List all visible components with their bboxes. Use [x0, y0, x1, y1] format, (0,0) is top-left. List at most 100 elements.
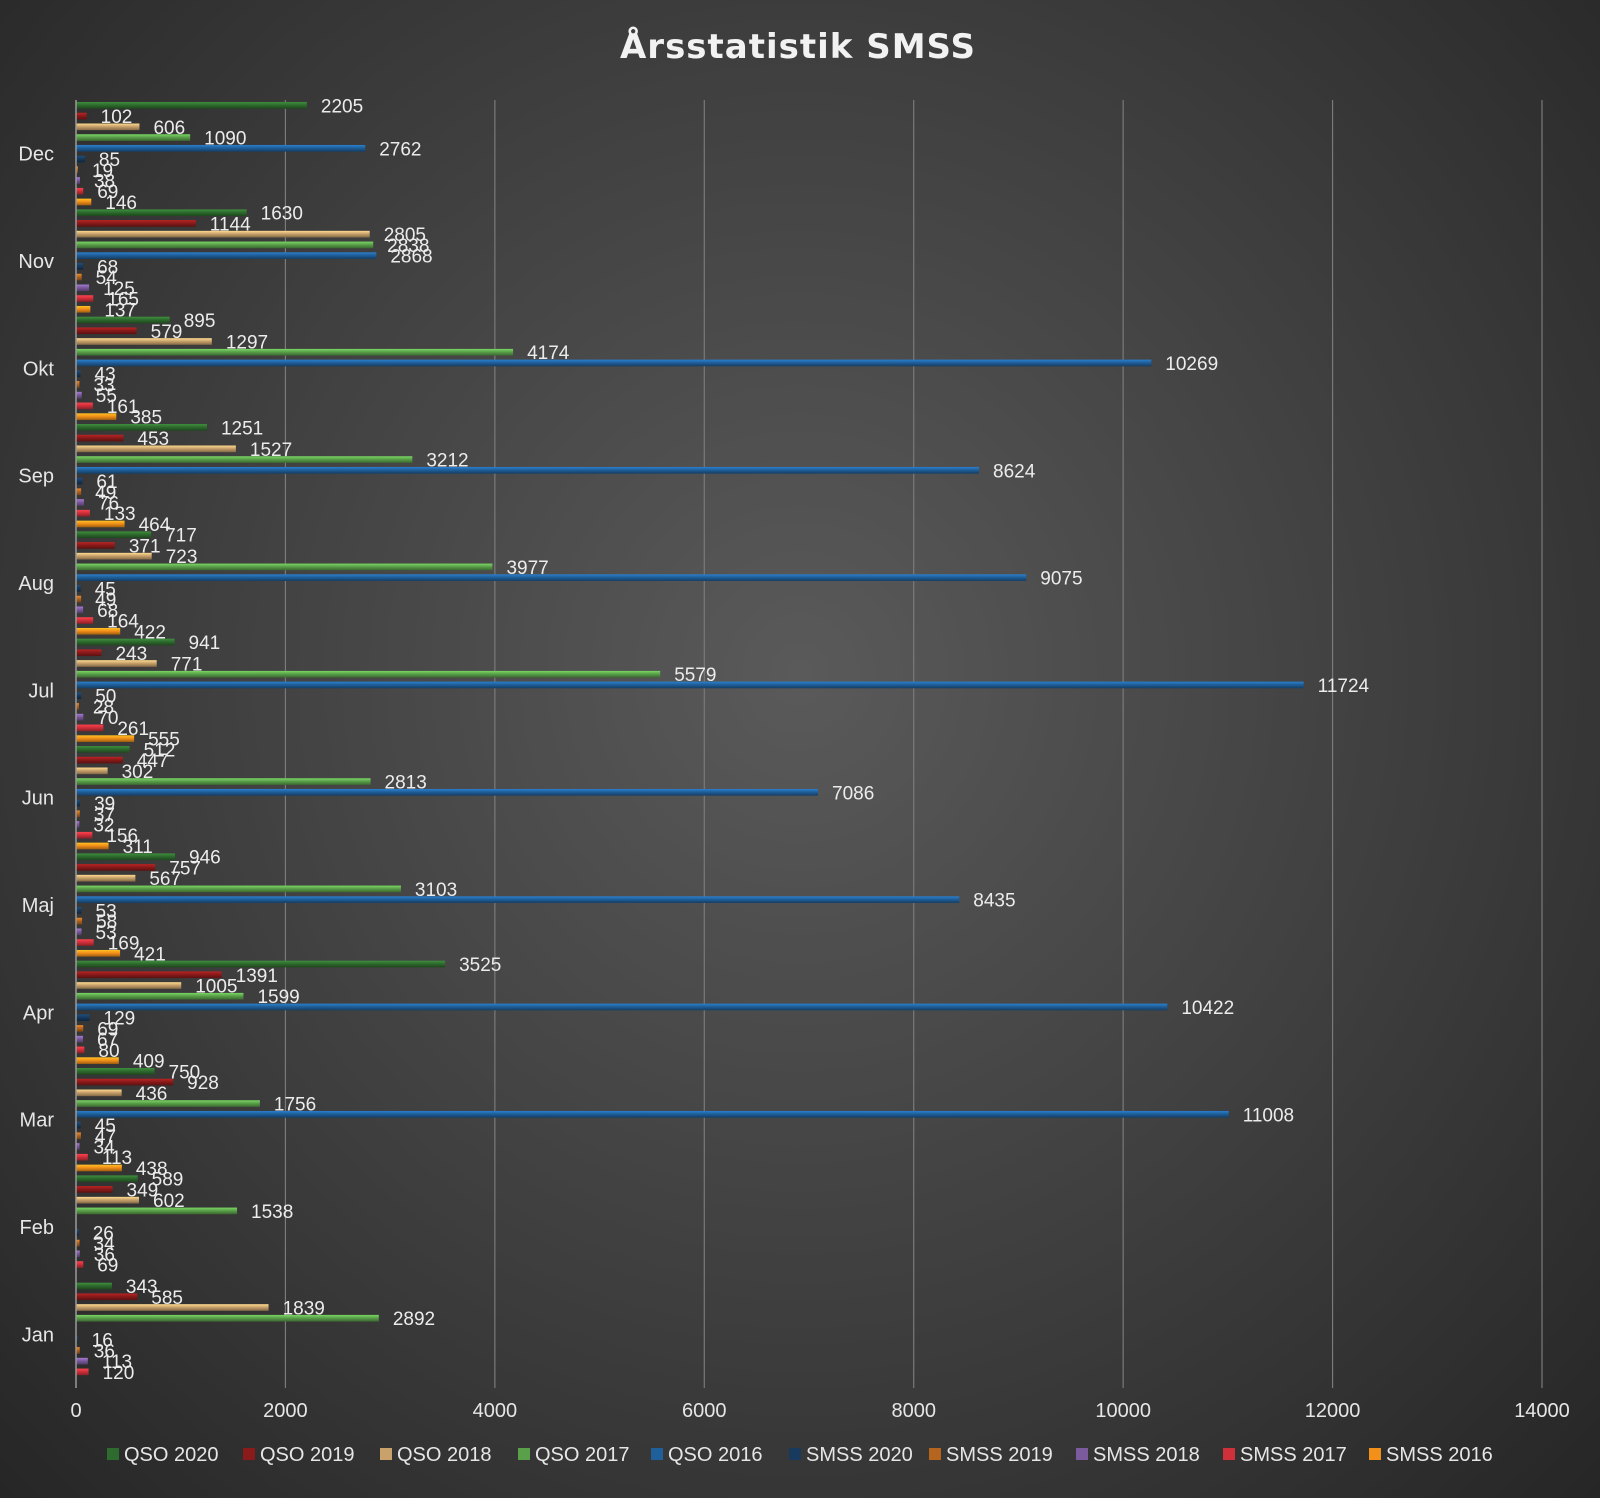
data-label: 3212 [426, 451, 468, 472]
bar [76, 1110, 1229, 1118]
data-label: 438 [136, 1159, 168, 1180]
category-label: Okt [23, 358, 55, 380]
x-tick-label: 6000 [682, 1400, 727, 1422]
category-label: Feb [20, 1217, 54, 1239]
bar [76, 209, 247, 217]
data-label: 85 [99, 150, 120, 171]
data-label: 53 [96, 923, 117, 944]
data-label: 49 [95, 483, 116, 504]
data-label: 19 [92, 161, 113, 182]
data-label: 165 [107, 290, 139, 311]
bar [76, 617, 94, 624]
data-label: 602 [153, 1191, 185, 1212]
bar [76, 724, 104, 732]
bar [76, 1014, 90, 1022]
bar [76, 187, 84, 195]
bar [76, 327, 137, 335]
data-label: 723 [166, 547, 198, 568]
bar [76, 123, 140, 131]
legend: QSO 2020 QSO 2019 QSO 2018 QSO 2017 QSO 2016… [107, 1444, 1493, 1466]
bar [76, 359, 1152, 367]
bar [76, 402, 93, 410]
data-label: 10269 [1165, 354, 1218, 375]
data-label: 606 [153, 118, 185, 139]
data-label: 371 [129, 536, 161, 557]
data-label: 69 [97, 1256, 118, 1277]
data-label: 2868 [390, 247, 432, 268]
data-label: 1391 [236, 966, 278, 987]
axes: 0 2000 4000 6000 8000 10000 12000 14000 Jan Feb Ma… [18, 100, 1570, 1422]
bar [76, 338, 212, 345]
bar [76, 1164, 122, 1172]
data-label: 555 [148, 730, 180, 751]
data-label: 261 [117, 719, 149, 740]
data-label: 941 [189, 633, 221, 654]
bar [76, 638, 175, 646]
bar [76, 112, 87, 120]
bar [76, 971, 222, 979]
legend-label: QSO 2020 [124, 1444, 219, 1466]
legend-swatch [651, 1448, 663, 1460]
bar [76, 295, 94, 302]
data-label: 1538 [251, 1202, 293, 1223]
legend-swatch [929, 1448, 941, 1460]
data-label: 49 [95, 590, 116, 611]
data-label: 343 [126, 1277, 158, 1298]
data-label: 113 [102, 1352, 132, 1373]
category-label: Jan [22, 1324, 54, 1346]
bar [76, 1368, 89, 1376]
bar [76, 102, 307, 109]
data-label: 36 [94, 1245, 115, 1266]
bar [76, 1046, 85, 1054]
x-tick-label: 2000 [263, 1400, 308, 1422]
data-label: 69 [97, 1019, 118, 1040]
bar [76, 1025, 84, 1032]
bar [76, 595, 82, 603]
category-label: Nov [18, 251, 54, 273]
bar [76, 713, 84, 721]
bar [76, 896, 960, 903]
x-tick-label: 10000 [1095, 1400, 1151, 1422]
bar [76, 1143, 80, 1150]
data-label: 4174 [527, 343, 570, 364]
data-label: 243 [115, 644, 147, 665]
bar [76, 864, 156, 871]
legend-label: SMSS 2019 [946, 1444, 1053, 1466]
data-label: 9075 [1040, 569, 1082, 590]
bar [76, 681, 1304, 689]
bar [76, 1239, 80, 1247]
legend-swatch [1223, 1448, 1235, 1460]
category-label: Jul [28, 680, 54, 702]
data-label: 1297 [226, 333, 268, 354]
category-label: Maj [22, 895, 54, 917]
data-label: 7086 [832, 783, 874, 804]
data-label: 43 [95, 365, 116, 386]
data-label: 1527 [250, 440, 292, 461]
data-label: 164 [107, 612, 139, 633]
bar [76, 649, 102, 657]
bar [76, 627, 121, 635]
bar [76, 1153, 88, 1161]
data-label: 579 [151, 322, 183, 343]
category-label: Dec [18, 144, 54, 166]
data-label: 5579 [674, 665, 716, 686]
data-label: 750 [169, 1062, 201, 1083]
legend-swatch [380, 1448, 392, 1460]
bar [76, 1196, 140, 1204]
bar [76, 499, 84, 506]
bar [76, 177, 80, 184]
data-label: 3525 [459, 955, 501, 976]
bar [76, 230, 370, 238]
data-label: 36 [94, 1341, 115, 1362]
bar [76, 348, 514, 356]
bar [76, 263, 84, 270]
data-label: 33 [93, 375, 114, 396]
bar [76, 424, 207, 431]
bar [76, 574, 1027, 581]
legend-swatch [789, 1448, 801, 1460]
bar [76, 466, 980, 474]
bars [76, 102, 1304, 1376]
bar [76, 166, 78, 174]
